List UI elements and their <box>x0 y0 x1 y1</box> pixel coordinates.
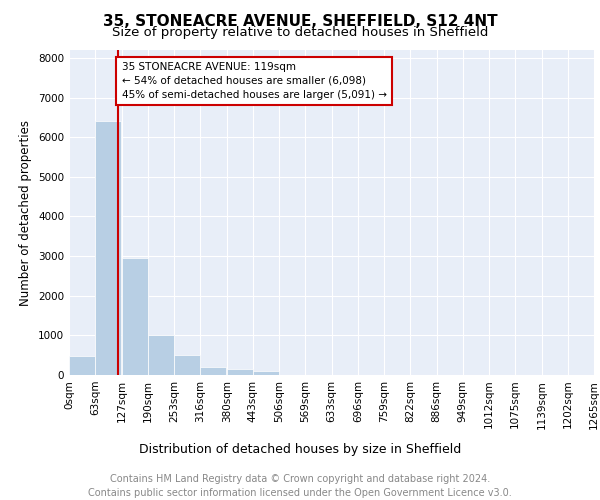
Bar <box>122 258 148 375</box>
Bar <box>253 372 279 375</box>
Text: 35 STONEACRE AVENUE: 119sqm
← 54% of detached houses are smaller (6,098)
45% of : 35 STONEACRE AVENUE: 119sqm ← 54% of det… <box>122 62 387 100</box>
Text: Size of property relative to detached houses in Sheffield: Size of property relative to detached ho… <box>112 26 488 39</box>
Bar <box>148 336 174 375</box>
Bar <box>95 122 121 375</box>
Text: 35, STONEACRE AVENUE, SHEFFIELD, S12 4NT: 35, STONEACRE AVENUE, SHEFFIELD, S12 4NT <box>103 14 497 29</box>
Bar <box>174 355 200 375</box>
Text: Contains HM Land Registry data © Crown copyright and database right 2024.
Contai: Contains HM Land Registry data © Crown c… <box>88 474 512 498</box>
Bar <box>69 356 95 375</box>
Y-axis label: Number of detached properties: Number of detached properties <box>19 120 32 306</box>
Bar <box>200 367 226 375</box>
Text: Distribution of detached houses by size in Sheffield: Distribution of detached houses by size … <box>139 442 461 456</box>
Bar <box>227 369 253 375</box>
